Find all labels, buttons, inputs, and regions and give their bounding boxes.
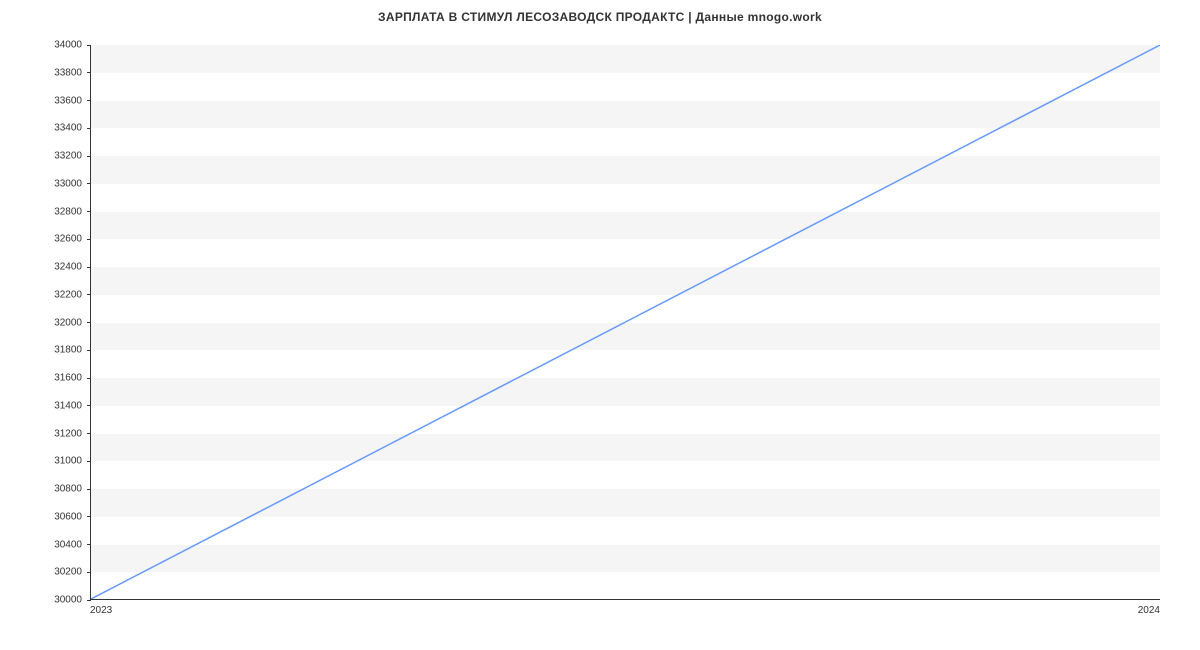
grid-band: [91, 101, 1160, 129]
y-axis-label: 31200: [54, 428, 82, 439]
y-tick: [87, 294, 91, 295]
y-tick: [87, 516, 91, 517]
grid-band: [91, 267, 1160, 295]
chart-title: ЗАРПЛАТА В СТИМУЛ ЛЕСОЗАВОДСК ПРОДАКТС |…: [0, 0, 1200, 24]
y-tick: [87, 489, 91, 490]
y-tick: [87, 600, 91, 601]
y-axis-label: 30600: [54, 511, 82, 522]
x-axis-label-end: 2024: [1138, 605, 1160, 616]
y-tick: [87, 45, 91, 46]
y-axis-label: 34000: [54, 40, 82, 51]
y-tick: [87, 378, 91, 379]
grid-band: [91, 45, 1160, 73]
y-axis-label: 30200: [54, 567, 82, 578]
grid-band: [91, 212, 1160, 240]
grid-band: [91, 545, 1160, 573]
y-axis-label: 32000: [54, 317, 82, 328]
y-tick: [87, 239, 91, 240]
y-tick: [87, 156, 91, 157]
y-axis-label: 33800: [54, 67, 82, 78]
y-tick: [87, 572, 91, 573]
y-tick: [87, 461, 91, 462]
y-axis-label: 31400: [54, 400, 82, 411]
y-axis-label: 31600: [54, 373, 82, 384]
y-axis-label: 30400: [54, 539, 82, 550]
grid-band: [91, 323, 1160, 351]
y-tick: [87, 267, 91, 268]
y-tick: [87, 322, 91, 323]
y-axis-label: 33200: [54, 151, 82, 162]
y-tick: [87, 350, 91, 351]
y-axis-label: 33000: [54, 178, 82, 189]
y-tick: [87, 100, 91, 101]
y-tick: [87, 211, 91, 212]
grid-band: [91, 434, 1160, 462]
y-tick: [87, 433, 91, 434]
y-axis-label: 32200: [54, 289, 82, 300]
grid-band: [91, 489, 1160, 517]
y-axis-label: 30800: [54, 484, 82, 495]
y-tick: [87, 128, 91, 129]
y-tick: [87, 183, 91, 184]
y-tick: [87, 544, 91, 545]
y-axis-label: 32600: [54, 234, 82, 245]
y-axis-label: 33400: [54, 123, 82, 134]
y-axis-label: 33600: [54, 95, 82, 106]
x-axis-label-start: 2023: [90, 605, 112, 616]
y-tick: [87, 72, 91, 73]
y-axis-label: 31000: [54, 456, 82, 467]
y-tick: [87, 405, 91, 406]
plot-area: [90, 45, 1160, 600]
grid-band: [91, 156, 1160, 184]
y-axis-label: 32400: [54, 262, 82, 273]
y-axis-label: 31800: [54, 345, 82, 356]
y-axis-label: 30000: [54, 595, 82, 606]
y-axis-label: 32800: [54, 206, 82, 217]
grid-band: [91, 378, 1160, 406]
chart-container: 2023 2024 300003020030400306003080031000…: [90, 45, 1160, 600]
